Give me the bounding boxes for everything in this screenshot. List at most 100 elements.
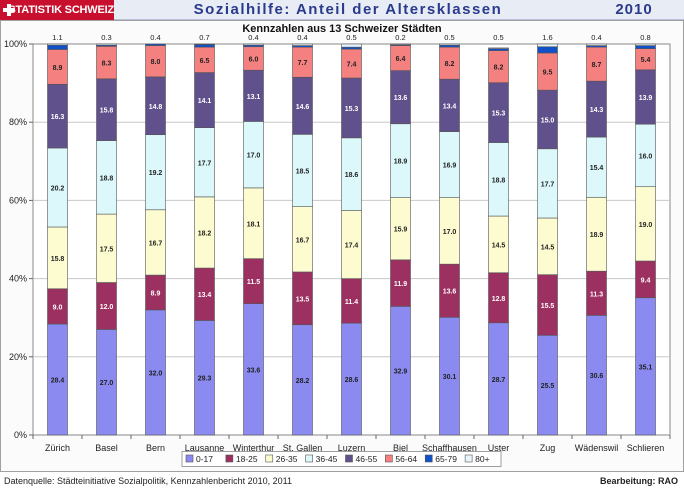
logo-text: STATISTIK SCHWEIZ xyxy=(8,4,114,16)
bar-segment xyxy=(488,47,509,49)
top-label: 0.8 xyxy=(640,33,650,42)
legend-swatch xyxy=(464,454,473,463)
y-tick-label: 100% xyxy=(4,39,27,49)
x-tick-label: Uster xyxy=(488,443,510,453)
data-label: 14.6 xyxy=(296,104,310,111)
data-label: 28.7 xyxy=(492,377,506,384)
statistik-schweiz-logo: STATISTIK SCHWEIZ xyxy=(0,0,114,20)
data-label: 17.7 xyxy=(198,160,212,167)
top-label: 0.7 xyxy=(199,33,209,42)
data-label: 30.6 xyxy=(590,373,604,380)
bar-segment xyxy=(243,43,264,46)
data-label: 17.7 xyxy=(541,181,555,188)
data-label: 16.7 xyxy=(149,240,163,247)
data-label: 16.0 xyxy=(639,153,653,160)
legend-label: 26-35 xyxy=(276,454,298,464)
top-label: 0.4 xyxy=(150,33,160,42)
legend-swatch xyxy=(185,454,194,463)
top-label: 0.4 xyxy=(591,33,601,42)
top-label: 0.2 xyxy=(395,33,405,42)
legend-swatch xyxy=(345,454,353,463)
data-label: 33.6 xyxy=(247,367,261,374)
data-label: 11.5 xyxy=(247,279,260,286)
bar-segment xyxy=(96,43,117,46)
bar-segment xyxy=(635,45,656,49)
data-label: 11.9 xyxy=(394,281,407,288)
legend-swatch xyxy=(265,454,274,463)
legend-label: 65-79 xyxy=(435,454,457,464)
bar-segment xyxy=(341,43,362,48)
data-label: 18.8 xyxy=(492,177,506,184)
data-source: Datenquelle: Städteinitiative Sozialpoli… xyxy=(4,476,293,486)
data-label: 18.2 xyxy=(198,230,212,237)
legend-label: 56-64 xyxy=(395,454,417,464)
data-label: 11.4 xyxy=(345,299,358,306)
x-tick-label: Wädenswil xyxy=(575,443,619,453)
data-label: 14.5 xyxy=(541,244,555,251)
legend-box xyxy=(181,451,502,467)
bar-segment xyxy=(635,43,656,46)
data-label: 15.8 xyxy=(100,108,114,115)
data-label: 8.2 xyxy=(494,65,504,72)
bar-segment xyxy=(194,43,215,45)
data-label: 13.9 xyxy=(639,95,653,102)
top-label: 1.6 xyxy=(542,33,552,42)
top-label: 0.5 xyxy=(493,33,503,42)
data-label: 8.0 xyxy=(151,59,161,66)
data-label: 14.5 xyxy=(492,242,506,249)
data-label: 15.4 xyxy=(590,165,604,172)
chart-title: Kennzahlen aus 13 Schweizer Städten xyxy=(242,23,442,35)
data-label: 15.9 xyxy=(394,227,408,234)
data-label: 32.0 xyxy=(149,370,163,377)
y-tick-label: 0% xyxy=(14,430,27,440)
bar-segment xyxy=(47,44,68,50)
legend-label: 46-55 xyxy=(356,454,378,464)
data-label: 17.5 xyxy=(100,246,114,253)
data-label: 18.1 xyxy=(247,221,261,228)
legend-label: 0-17 xyxy=(196,454,213,464)
data-label: 20.2 xyxy=(51,185,65,192)
bar-segment xyxy=(145,43,166,46)
data-label: 15.5 xyxy=(541,303,555,310)
data-label: 17.0 xyxy=(247,153,261,160)
data-label: 7.7 xyxy=(298,60,308,67)
x-tick-label: St. Gallen xyxy=(283,443,323,453)
legend-label: 80+ xyxy=(475,454,489,464)
x-tick-label: Luzern xyxy=(338,443,366,453)
bar-segment xyxy=(292,43,313,46)
legend-swatch xyxy=(225,454,234,463)
legend-label: 18-25 xyxy=(236,454,258,464)
data-label: 28.6 xyxy=(345,377,359,384)
x-tick-label: Zug xyxy=(540,443,556,453)
data-label: 8.7 xyxy=(592,62,602,69)
data-label: 16.9 xyxy=(443,163,457,170)
data-label: 9.0 xyxy=(53,304,63,311)
data-label: 28.4 xyxy=(51,377,65,384)
data-label: 13.5 xyxy=(296,296,310,303)
data-label: 15.3 xyxy=(345,106,359,113)
data-label: 8.3 xyxy=(102,61,112,68)
data-label: 15.3 xyxy=(492,111,506,118)
page-title: Sozialhilfe: Anteil der Altersklassen xyxy=(193,1,503,18)
data-label: 16.3 xyxy=(51,114,65,121)
top-label: 0.5 xyxy=(346,33,356,42)
data-label: 14.3 xyxy=(590,107,604,114)
y-tick-label: 80% xyxy=(9,117,27,127)
data-label: 17.0 xyxy=(443,229,457,236)
data-label: 13.4 xyxy=(198,292,212,299)
top-label: 1.1 xyxy=(52,33,62,42)
data-label: 35.1 xyxy=(639,364,653,371)
bar-segment xyxy=(390,43,411,46)
year-label: 2010 xyxy=(615,1,653,18)
top-label: 0.5 xyxy=(444,33,454,42)
data-label: 6.4 xyxy=(396,56,406,63)
data-label: 29.3 xyxy=(198,376,212,383)
data-label: 25.5 xyxy=(541,383,555,390)
top-label: 0.4 xyxy=(248,33,258,42)
y-tick-label: 60% xyxy=(9,195,27,205)
data-label: 18.8 xyxy=(100,175,114,182)
data-label: 15.8 xyxy=(51,256,65,263)
data-label: 14.8 xyxy=(149,104,163,111)
data-label: 13.1 xyxy=(247,94,261,101)
data-label: 16.7 xyxy=(296,237,310,244)
